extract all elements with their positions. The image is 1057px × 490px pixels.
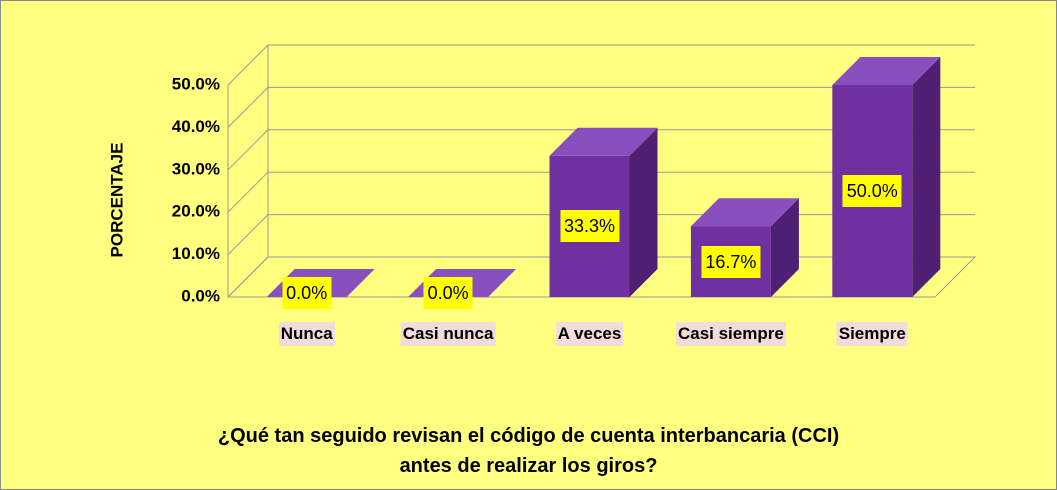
grid-line xyxy=(227,44,975,86)
bar-side xyxy=(629,127,658,297)
x-tick-label: Siempre xyxy=(836,322,908,346)
bar-side xyxy=(912,57,941,297)
x-tick-label: Casi nunca xyxy=(400,322,496,346)
value-label: 50.0% xyxy=(842,175,902,207)
y-tick-label: 40.0% xyxy=(172,117,220,136)
grid-line xyxy=(227,171,975,213)
bar-top xyxy=(690,198,799,227)
x-axis-title: ¿Qué tan seguido revisan el código de cu… xyxy=(217,425,840,447)
x-tick-label: Casi siempre xyxy=(675,322,786,346)
y-tick-label: 20.0% xyxy=(172,202,220,221)
bar-side xyxy=(770,198,799,297)
y-axis-title: PORCENTAJE xyxy=(107,143,126,258)
y-tick-label: 30.0% xyxy=(172,159,220,178)
y-tick-label: 10.0% xyxy=(172,244,220,263)
value-label: 0.0% xyxy=(423,277,473,309)
bar-top xyxy=(832,57,941,85)
value-label: 33.3% xyxy=(559,210,620,243)
y-tick-label: 50.0% xyxy=(172,74,220,93)
value-label: 0.0% xyxy=(282,277,332,309)
grid-line xyxy=(227,86,975,128)
bar-top xyxy=(549,127,658,156)
value-label: 16.7% xyxy=(701,245,761,278)
x-tick-label: Nunca xyxy=(278,322,335,346)
y-tick-label: 0.0% xyxy=(181,286,220,305)
grid-line xyxy=(227,129,975,171)
x-tick-label: A veces xyxy=(555,322,624,346)
x-axis-title: antes de realizar los giros? xyxy=(399,455,658,477)
